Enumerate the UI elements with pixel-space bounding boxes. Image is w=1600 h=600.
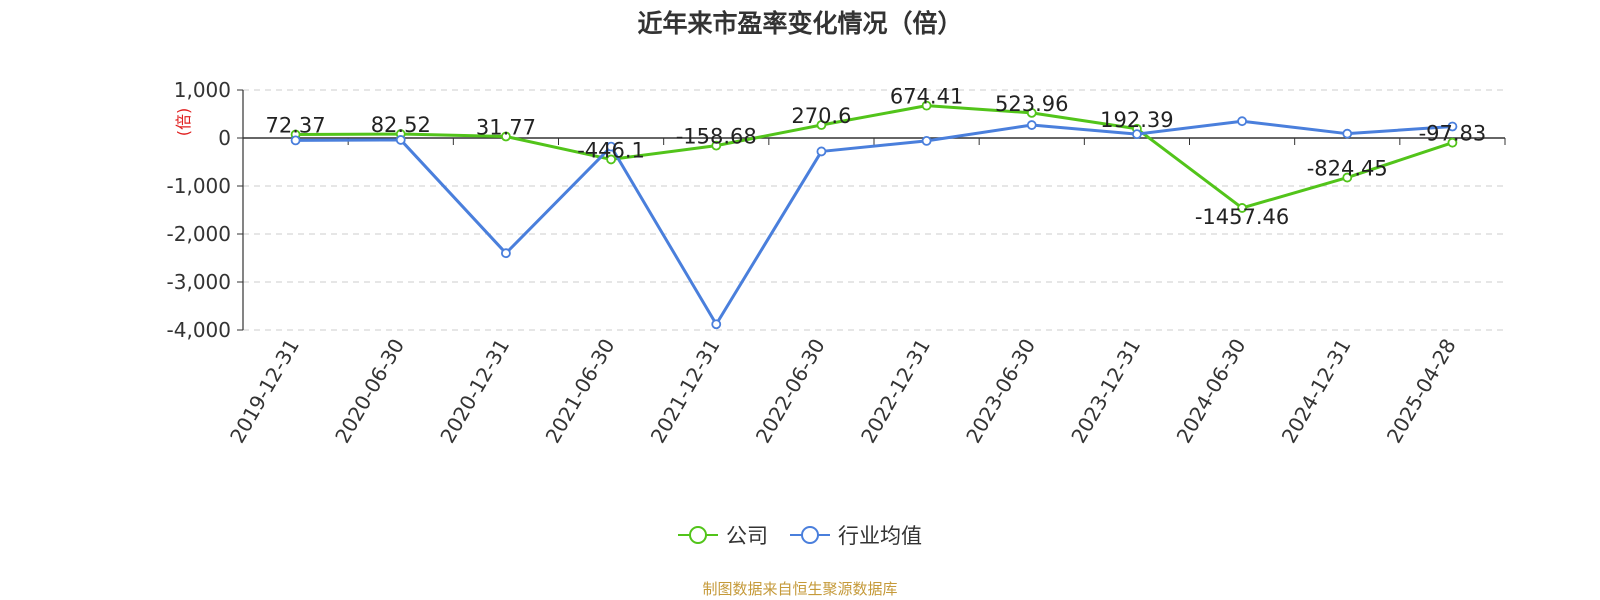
x-tick-label: 2022-12-31 [856,335,935,448]
x-tick-label: 2020-06-30 [330,335,409,448]
y-tick-label: -2,000 [167,222,231,246]
company-point [816,120,827,130]
x-tick-label: 2020-12-31 [435,335,514,448]
data-label: 523.96 [995,92,1068,116]
legend: 公司 行业均值 [0,520,1600,550]
source-note: 制图数据来自恒生聚源数据库 [702,580,898,598]
industry-series-line [295,119,1453,326]
data-label: -158.68 [676,125,757,149]
industry-point [395,135,406,145]
grid-layer [243,89,1505,331]
industry-point [290,135,301,146]
x-tick-label: 2024-06-30 [1172,335,1251,448]
data-label: -97.83 [1419,122,1487,146]
legend-company-label: 公司 [726,524,768,548]
industry-point [606,141,616,152]
x-tick-label: 2022-06-30 [751,335,830,448]
legend-item-industry-average[interactable]: 行业均值 [790,520,922,550]
y-tick-label: 0 [218,126,231,150]
legend-item-company[interactable]: 公司 [678,520,768,550]
y-tick-label: 1,000 [174,78,231,102]
company-point [1342,172,1353,183]
company-point [921,100,932,111]
industry-point [816,146,827,157]
x-tick-label: 2021-06-30 [541,335,620,448]
x-tick-label: 2021-12-31 [646,335,725,448]
company-point [606,154,616,165]
x-tick-label: 2023-12-31 [1066,335,1145,448]
y-axis-label: (倍) [174,108,193,137]
x-tick-label: 2023-06-30 [961,335,1040,448]
company-point [1447,137,1458,148]
industry-point [1342,128,1353,139]
x-tick-label: 2019-12-31 [225,335,304,448]
data-label: 192.39 [1100,108,1173,132]
industry-point [1132,129,1142,140]
y-tick-label: -1,000 [167,174,231,198]
y-tick-label: -3,000 [167,270,231,294]
x-tick-label: 2024-12-31 [1277,335,1356,448]
series-layer [290,100,1458,330]
legend-company-icon [678,526,718,544]
legend-industry-label: 行业均值 [838,524,922,548]
data-label: -824.45 [1307,157,1388,181]
data-label: 270.6 [791,104,851,128]
industry-point [1237,116,1247,127]
legend-industry-icon [790,526,830,544]
company-point [501,131,511,142]
industry-point [1026,120,1037,130]
company-point [1237,203,1247,213]
y-tick-label: -4,000 [167,318,231,342]
data-label: 31.77 [476,115,536,139]
data-label: -446.1 [577,138,645,162]
data-label: 72.37 [266,114,326,138]
label-layer: 72.37 82.52 31.77 -446.1 -158.68 270.6 674.41 5… [266,85,1487,229]
company-series-line [295,104,1453,210]
chart-title: 近年来市盈率变化情况（倍） [637,9,963,38]
industry-point [921,135,932,146]
industry-point [1447,121,1458,132]
data-label: 82.52 [371,113,431,137]
industry-point [711,319,722,330]
data-label: -1457.46 [1195,205,1289,229]
data-label: 674.41 [890,85,963,109]
industry-point [501,248,511,259]
company-point [711,140,722,151]
company-point [1026,107,1037,118]
x-tick-label: 2025-04-28 [1382,335,1461,448]
